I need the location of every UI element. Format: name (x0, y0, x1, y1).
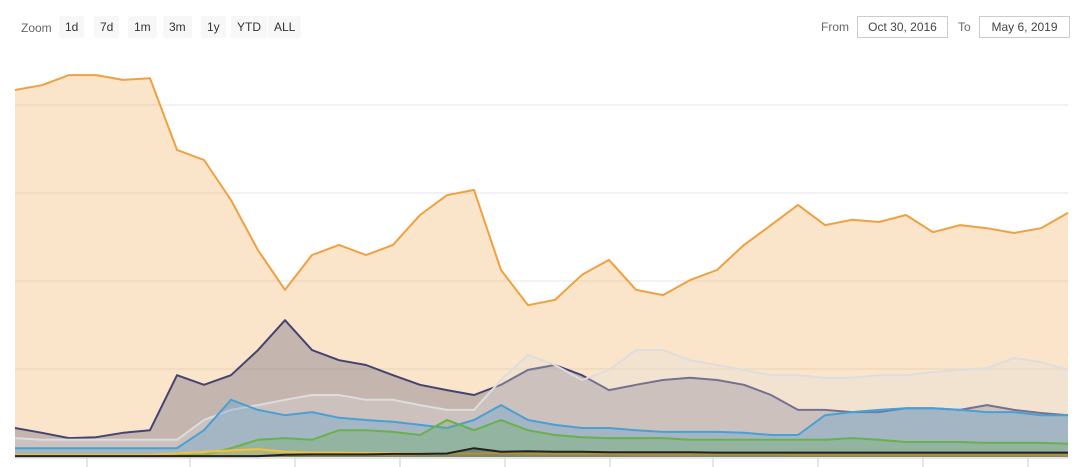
zoom-button[interactable]: 7d (94, 16, 120, 38)
series-area (15, 320, 1068, 457)
series-area (15, 75, 1068, 457)
zoom-button[interactable]: ALL (268, 16, 302, 38)
series-area (15, 420, 1068, 457)
series-line (15, 447, 1068, 458)
zoom-button[interactable]: 1m (128, 16, 157, 38)
series-area (15, 448, 1068, 457)
to-input[interactable]: May 6, 2019 (979, 16, 1070, 38)
zoom-label: Zoom (21, 21, 52, 35)
series-line (14, 74, 1069, 307)
series-line (15, 448, 1068, 456)
zoom-button[interactable]: 3m (163, 16, 192, 38)
range-selector: Zoom 1d 7d 1m 3m 1y YTD ALL From Oct 30,… (0, 16, 1080, 40)
x-axis-ticks (15, 457, 1068, 467)
zoom-button[interactable]: 1d (59, 16, 85, 38)
series-line (14, 349, 1069, 441)
series-line (15, 419, 1069, 456)
zoom-button[interactable]: YTD (231, 16, 267, 38)
from-label: From (821, 20, 849, 34)
series-line (14, 319, 1069, 440)
series-line (15, 398, 1068, 450)
to-label: To (958, 20, 971, 34)
zoom-button[interactable]: 1y (201, 16, 226, 38)
from-input[interactable]: Oct 30, 2016 (857, 16, 948, 38)
